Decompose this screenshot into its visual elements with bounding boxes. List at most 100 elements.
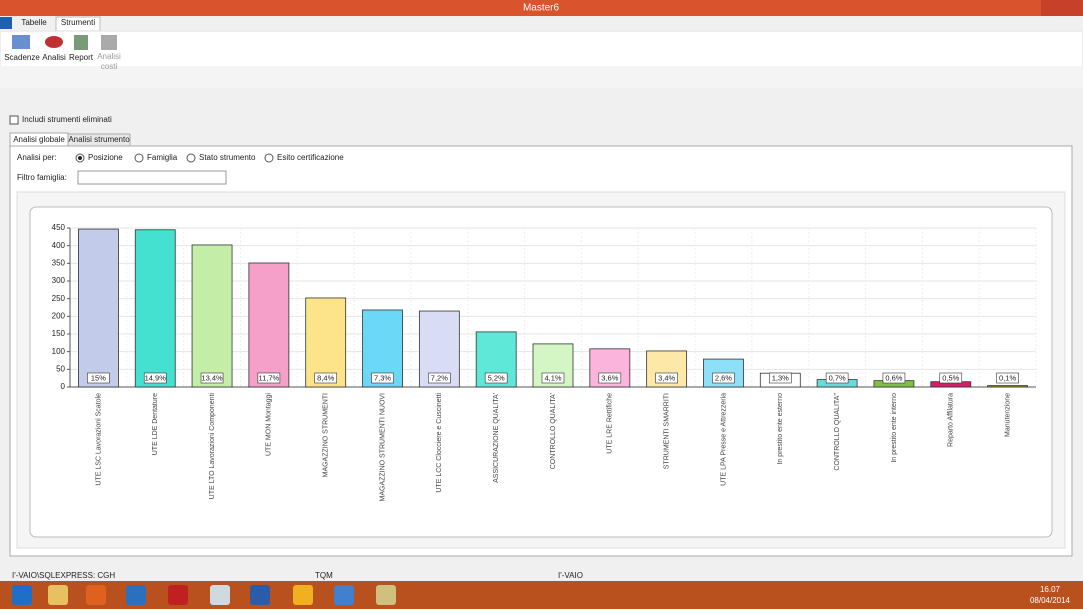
x-tick-label: UTE LPA Presse e Attrezzeria <box>720 393 727 486</box>
x-tick-label: UTE LDE Dentature <box>152 393 159 455</box>
radio-label: Famiglia <box>147 153 178 162</box>
y-tick-label: 350 <box>52 258 66 267</box>
taskbar-icon[interactable] <box>293 585 313 605</box>
radio[interactable] <box>134 153 144 163</box>
x-tick-label: ASSICURAZIONE QUALITA' <box>493 393 500 483</box>
taskbar-icon[interactable] <box>126 585 146 605</box>
y-tick-label: 0 <box>61 382 66 391</box>
x-tick-label: MAGAZZINO STRUMENTI NUOVI <box>379 393 386 502</box>
bar[interactable] <box>134 229 176 388</box>
percent-label: 13,4% <box>201 373 223 382</box>
percent-box <box>371 372 394 384</box>
radio-label: Esito certificazione <box>277 153 344 162</box>
percent-box <box>825 372 849 384</box>
y-tick-label: 300 <box>52 276 66 285</box>
taskbar <box>0 581 1083 609</box>
percent-box <box>484 372 508 384</box>
tab[interactable]: Analisi strumento <box>68 135 130 144</box>
x-tick-label: CONTROLLO QUALITA'' <box>834 393 841 471</box>
ribbon-button: Analisi costi <box>97 52 121 71</box>
title-bar <box>0 0 1083 16</box>
bar[interactable] <box>987 385 1028 388</box>
icon[interactable] <box>12 35 30 49</box>
x-tick-label: UTE LRE Rettifiche <box>607 393 614 454</box>
taskbar-icon[interactable] <box>86 585 106 605</box>
percent-label: 2,6% <box>715 373 732 382</box>
bar[interactable] <box>305 297 347 388</box>
taskbar-icon[interactable] <box>334 585 354 605</box>
percent-box <box>712 372 735 384</box>
percent-box <box>200 372 224 384</box>
ribbon-tab[interactable]: Strumenti <box>61 18 95 27</box>
taskbar-icon[interactable] <box>376 585 396 605</box>
window-title: Master6 <box>523 3 560 14</box>
checkbox[interactable] <box>9 115 19 125</box>
radio-group: Posizione Famiglia Stato strumento Esito ce… <box>75 153 344 163</box>
ribbon-button-wrap: Analisi costi <box>97 52 121 71</box>
taskbar-icons <box>12 585 396 605</box>
percent-label: 4,1% <box>544 373 561 382</box>
percent-box <box>428 372 451 384</box>
percent-label: 0,6% <box>885 373 902 382</box>
icon[interactable] <box>74 35 88 50</box>
x-tick-label: In prestito ente interno <box>891 393 898 463</box>
bar[interactable] <box>248 262 290 388</box>
percent-label: 14,9% <box>145 373 167 382</box>
percent-box <box>257 372 281 384</box>
app-menu[interactable] <box>0 17 12 29</box>
percent-label: 5,2% <box>488 373 505 382</box>
clock-date: 08/04/2014 <box>1030 596 1071 605</box>
percent-box <box>598 372 622 384</box>
taskbar-icon[interactable] <box>12 585 32 605</box>
select[interactable] <box>77 170 227 185</box>
percent-label: 8,4% <box>317 373 334 382</box>
clock-time: 16.07 <box>1040 585 1061 594</box>
percent-label: 0,7% <box>829 373 846 382</box>
percent-box <box>143 372 167 384</box>
ribbon-button[interactable]: Scadenze <box>4 53 40 62</box>
radio-label: Posizione <box>88 153 123 162</box>
ribbon-tab[interactable]: Tabelle <box>21 18 47 27</box>
close-button[interactable] <box>1041 0 1083 16</box>
x-tick-label: UTE LCC Clocciere e Cuscinetti <box>436 393 443 493</box>
tab[interactable]: Analisi globale <box>13 135 65 144</box>
x-tick-label: STRUMENTI SMARRITI <box>663 393 670 469</box>
percent-box <box>541 372 565 384</box>
status-item: TQM <box>315 571 333 580</box>
x-tick-label: MAGAZZINO STRUMENTI <box>323 393 330 477</box>
percent-label: 7,3% <box>374 373 391 382</box>
chart: 0 50 100 150 200 250 300 350 400 450 15% UTE LSC La… <box>52 223 1037 502</box>
ribbon-footer <box>0 66 1083 88</box>
percent-label: 1,3% <box>772 373 789 382</box>
percent-label: 3,6% <box>601 373 618 382</box>
radio[interactable] <box>186 153 196 163</box>
ribbon-button[interactable]: Analisi <box>42 53 66 62</box>
taskbar-icon[interactable] <box>48 585 68 605</box>
taskbar-icon[interactable] <box>250 585 270 605</box>
percent-box <box>87 372 110 384</box>
icon[interactable] <box>45 36 63 48</box>
percent-box <box>996 372 1019 384</box>
taskbar-icon[interactable] <box>210 585 230 605</box>
percent-box <box>655 372 678 384</box>
label: Filtro famiglia: <box>17 173 67 182</box>
x-tick-label: UTE LTO Lavorazioni Componenti <box>209 393 216 500</box>
bar[interactable] <box>78 228 119 388</box>
percent-label: 3,4% <box>658 373 675 382</box>
taskbar-icon[interactable] <box>168 585 188 605</box>
bar[interactable] <box>191 244 233 388</box>
radio[interactable] <box>264 153 274 163</box>
y-tick-label: 150 <box>52 329 66 338</box>
x-tick-label: CONTROLLO QUALITA' <box>550 393 557 469</box>
percent-box <box>939 372 963 384</box>
x-tick-label: UTE LSC Lavorazioni Scatole <box>95 393 102 486</box>
ribbon-tabs <box>0 16 1083 30</box>
y-tick-label: 400 <box>52 241 66 250</box>
ribbon-button[interactable]: Report <box>69 53 94 62</box>
radio-dot <box>78 156 82 160</box>
percent-label: 0,5% <box>942 373 959 382</box>
percent-label: 15% <box>91 373 106 382</box>
icon <box>101 35 117 50</box>
